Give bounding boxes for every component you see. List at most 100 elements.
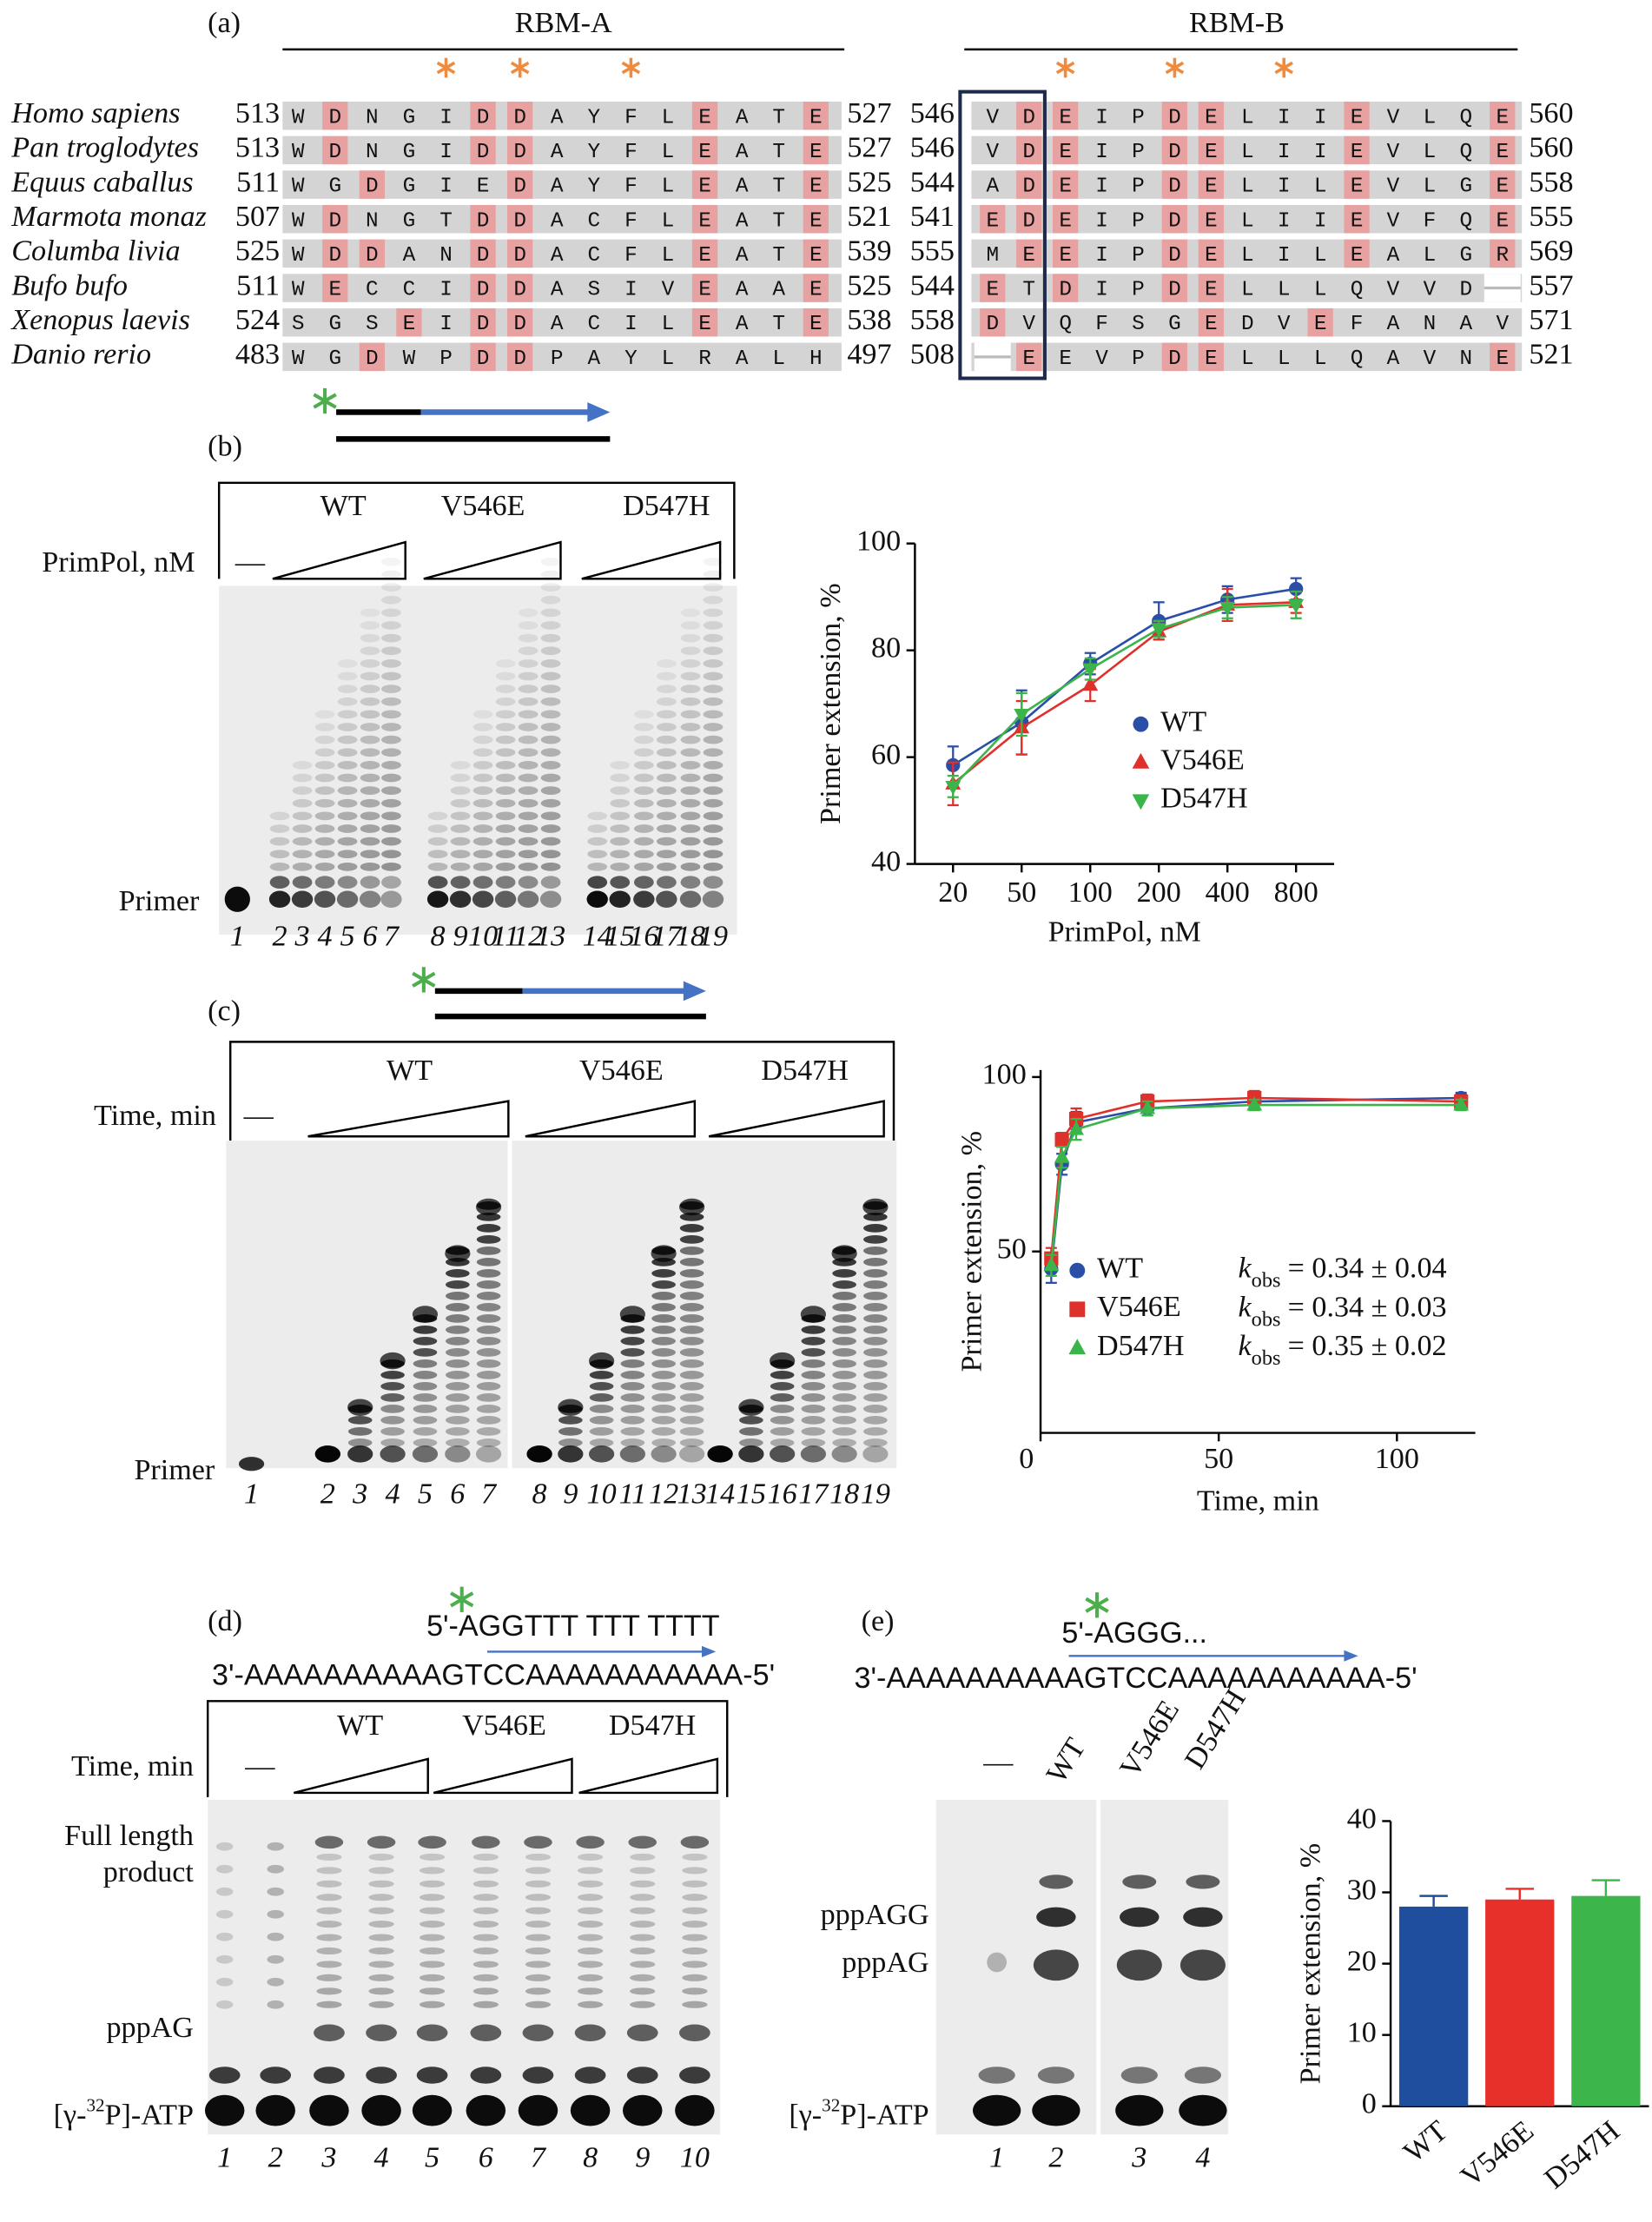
gel-band bbox=[832, 1269, 856, 1278]
gel-band bbox=[347, 1445, 373, 1463]
residue: I bbox=[1278, 209, 1291, 233]
lane-number: 1 bbox=[230, 921, 245, 953]
residue: P bbox=[1132, 175, 1145, 199]
residue: D bbox=[366, 175, 379, 199]
gel-band bbox=[476, 1292, 501, 1300]
acidic-highlight bbox=[1490, 204, 1516, 234]
gel-band bbox=[419, 1987, 446, 1995]
gel-band bbox=[413, 1359, 438, 1368]
row-label: Time, min bbox=[71, 1750, 194, 1782]
gel-band bbox=[539, 890, 562, 908]
residue: I bbox=[439, 313, 453, 336]
gel-band bbox=[517, 890, 539, 908]
gel-band bbox=[518, 723, 539, 731]
gel-band bbox=[360, 723, 380, 731]
gel-band bbox=[801, 1427, 826, 1436]
gel-band bbox=[337, 862, 358, 871]
residue: W bbox=[292, 244, 305, 268]
gel-band bbox=[577, 1947, 604, 1955]
gel-band bbox=[450, 837, 471, 846]
gel-band bbox=[381, 710, 401, 719]
gel-band bbox=[863, 1438, 888, 1447]
gel-band bbox=[380, 1382, 405, 1391]
x-tick-label: D547H bbox=[1538, 2115, 1626, 2196]
residue: A bbox=[551, 106, 564, 129]
residue: T bbox=[772, 106, 785, 129]
gel-band bbox=[832, 1337, 856, 1346]
gel-band bbox=[863, 1224, 888, 1233]
gel-band bbox=[316, 1987, 342, 1995]
gel-band bbox=[472, 760, 493, 770]
lane-number: 4 bbox=[1195, 2141, 1210, 2173]
asterisk bbox=[1055, 61, 1075, 75]
gel-band bbox=[381, 876, 401, 889]
gel-band bbox=[472, 786, 493, 795]
lane-number: 5 bbox=[418, 1478, 433, 1510]
gel-band bbox=[832, 1393, 856, 1402]
gel-band bbox=[633, 824, 654, 833]
gel-band bbox=[518, 2094, 558, 2126]
residue: G bbox=[403, 209, 416, 233]
gel-band bbox=[651, 1348, 676, 1357]
acidic-highlight bbox=[507, 204, 533, 234]
y-tick-label: 30 bbox=[1347, 1874, 1377, 1906]
gel-band bbox=[1033, 1949, 1079, 1981]
gel-band bbox=[1180, 1949, 1226, 1981]
lane-number: 2 bbox=[268, 2141, 283, 2173]
residue: E bbox=[1205, 106, 1218, 129]
gel-band bbox=[413, 1382, 438, 1391]
gel-band bbox=[368, 1907, 394, 1914]
gel-band bbox=[427, 850, 448, 859]
gel-band bbox=[360, 646, 380, 656]
residue: N bbox=[366, 209, 379, 233]
gel-band bbox=[703, 837, 724, 846]
gel-band bbox=[633, 786, 654, 795]
gel-band bbox=[267, 1864, 284, 1874]
gel-band bbox=[292, 773, 313, 783]
lane-number: 14 bbox=[705, 1478, 735, 1510]
gel-band bbox=[368, 2000, 394, 2008]
gel-band bbox=[518, 633, 539, 643]
lane-bracket bbox=[228, 1041, 895, 1141]
residue: V bbox=[662, 279, 675, 302]
gel-band bbox=[269, 876, 290, 889]
gel-band bbox=[360, 633, 380, 643]
residue: A bbox=[1387, 244, 1400, 268]
gel-band bbox=[381, 697, 401, 706]
gel-band bbox=[656, 876, 677, 889]
gel-band bbox=[472, 773, 493, 783]
gel-band bbox=[703, 621, 724, 630]
gel-band bbox=[651, 1303, 676, 1312]
gel-band bbox=[1186, 1875, 1220, 1889]
residue: Q bbox=[1460, 106, 1473, 129]
gel-band bbox=[269, 837, 290, 846]
gel-band bbox=[656, 824, 677, 833]
gel-band bbox=[381, 608, 401, 618]
gel-band bbox=[703, 760, 724, 770]
gel-band bbox=[380, 890, 402, 908]
lane-number: 3 bbox=[320, 2141, 336, 2173]
gel-band bbox=[381, 850, 401, 859]
residue: Y bbox=[624, 347, 638, 371]
gel-band bbox=[1115, 2094, 1164, 2126]
residue: E bbox=[1205, 141, 1218, 164]
data-point bbox=[1054, 1133, 1069, 1147]
lane-number: 8 bbox=[583, 2141, 598, 2173]
atp-label-sup: 32 bbox=[822, 2095, 840, 2116]
residue: A bbox=[736, 313, 749, 336]
gel-band bbox=[574, 2024, 606, 2041]
gel-band bbox=[472, 735, 493, 744]
residue: A bbox=[551, 175, 564, 199]
gel-band bbox=[863, 1280, 888, 1289]
gel-band bbox=[558, 1438, 583, 1447]
residue: E bbox=[1351, 209, 1364, 233]
lane-number: 7 bbox=[481, 1478, 498, 1510]
gel-band bbox=[540, 621, 561, 630]
residue: L bbox=[1241, 175, 1254, 199]
gel-band bbox=[703, 583, 724, 592]
gel-band bbox=[682, 1880, 708, 1888]
gel-band bbox=[651, 1416, 676, 1425]
gel-band bbox=[703, 608, 724, 618]
gel-band bbox=[587, 876, 608, 889]
residue: N bbox=[366, 106, 379, 129]
